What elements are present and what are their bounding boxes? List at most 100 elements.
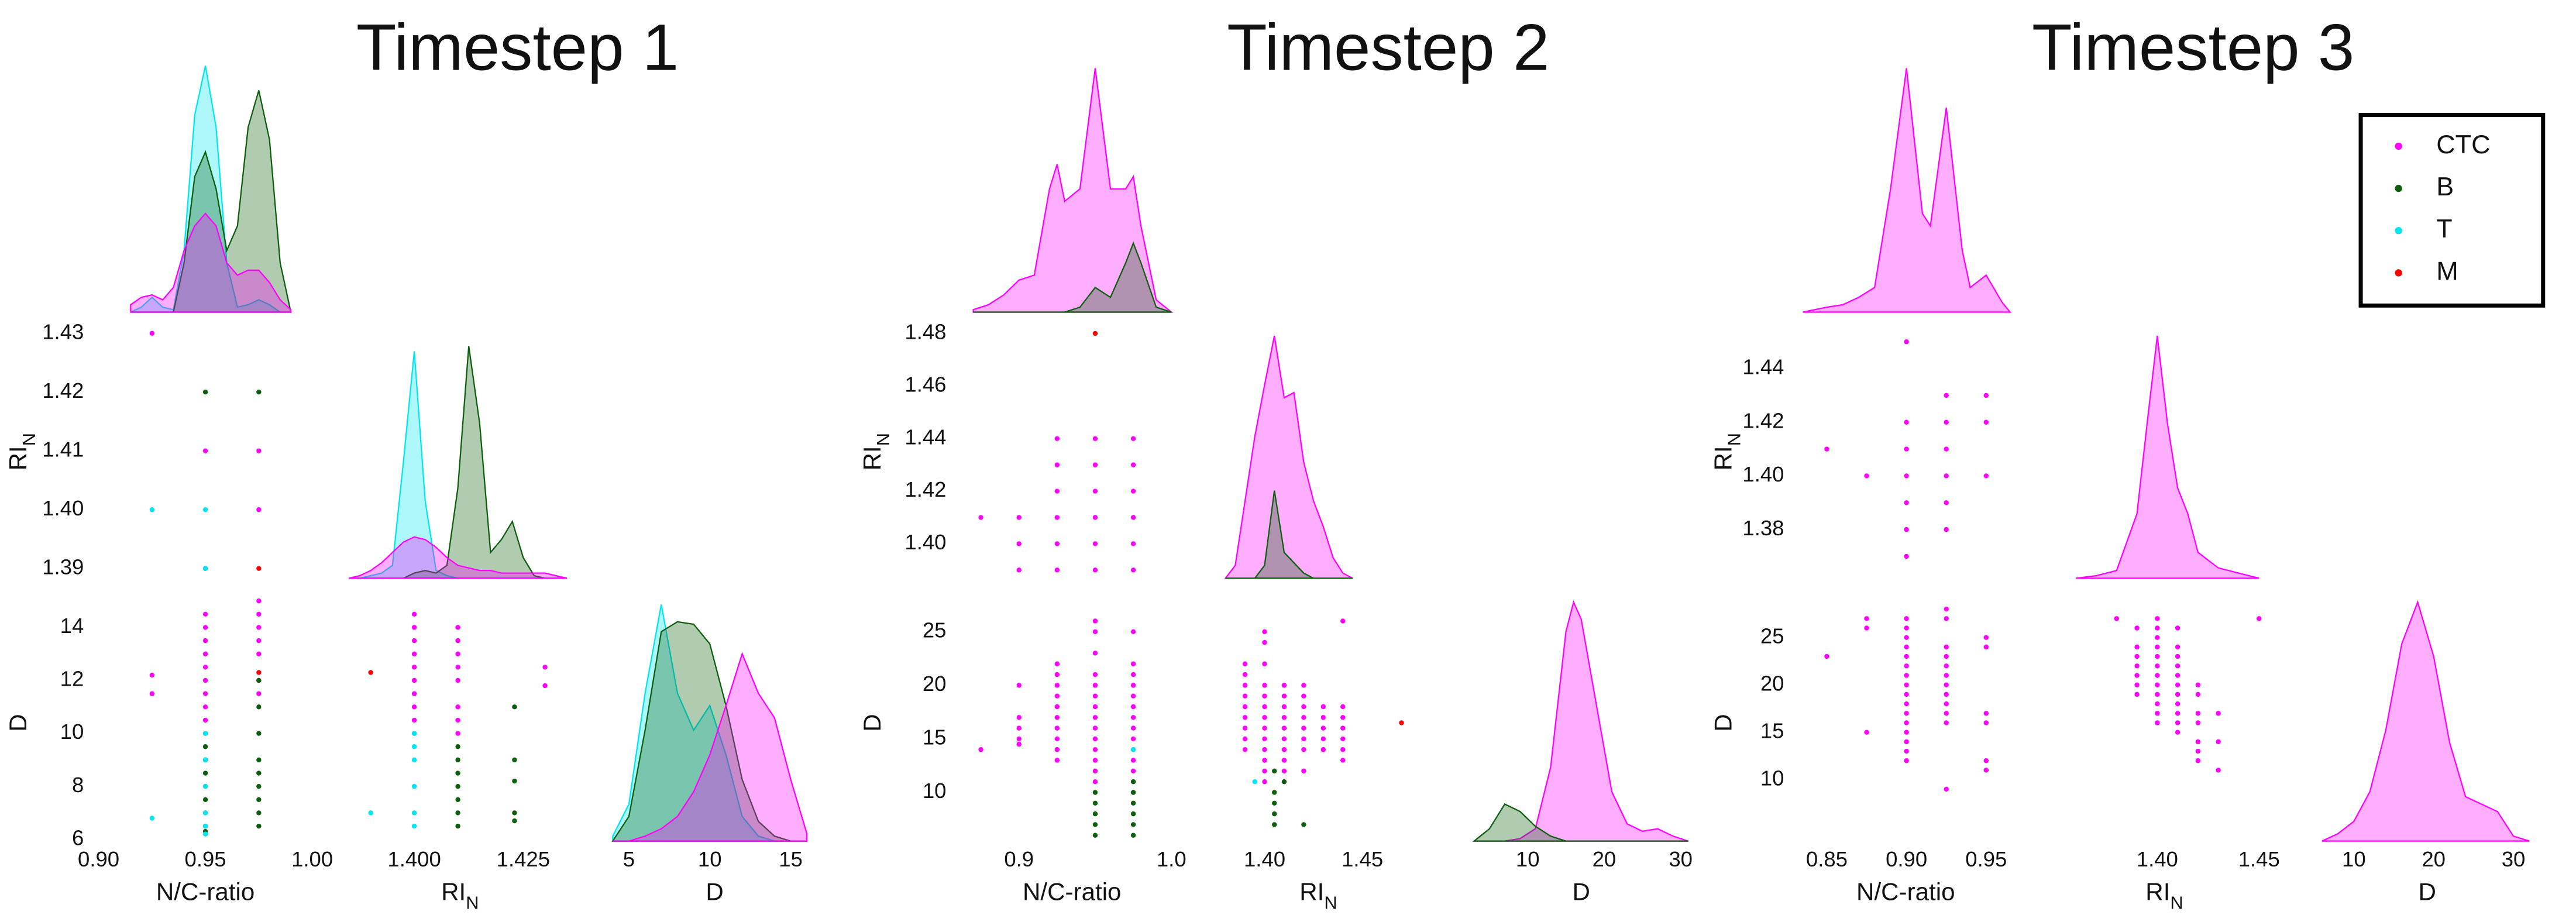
scatter-point — [455, 677, 460, 683]
scatter-point — [2216, 739, 2221, 745]
y-tick-label: 1.44 — [904, 425, 946, 449]
scatter-point — [1944, 682, 1949, 687]
scatter-point — [1054, 541, 1060, 546]
y-tick-label: 8 — [72, 773, 84, 797]
y-tick-label: 1.42 — [1742, 408, 1784, 432]
scatter-point — [202, 638, 208, 644]
scatter-point — [2155, 625, 2160, 631]
scatter-point — [1301, 768, 1306, 774]
scatter-point — [1130, 790, 1136, 795]
x-axis-label: N/C-ratio — [1023, 878, 1121, 906]
scatter-point — [1983, 419, 1989, 425]
scatter-point — [2155, 616, 2160, 621]
scatter-point — [1092, 693, 1098, 699]
y-tick-label: 1.41 — [42, 437, 84, 461]
scatter-point — [2155, 673, 2160, 678]
scatter-point — [2195, 739, 2201, 745]
scatter-point — [2175, 653, 2181, 659]
scatter-point — [411, 638, 417, 644]
scatter-point — [1983, 393, 1989, 398]
scatter-point — [1130, 489, 1136, 494]
y-axis-label: RIN — [1710, 433, 1745, 470]
scatter-point — [1864, 616, 1869, 621]
scatter-point — [1130, 747, 1136, 752]
scatter-point — [411, 691, 417, 696]
scatter-point — [1904, 553, 1909, 559]
kde-area — [1474, 600, 1689, 842]
kde-area — [613, 652, 808, 842]
scatter-point — [202, 717, 208, 723]
scatter-point — [1301, 736, 1306, 742]
scatter-point — [149, 331, 155, 336]
scatter-point — [1944, 527, 1949, 532]
scatter-point — [1130, 436, 1136, 441]
chart-title: Timestep 1 — [356, 11, 679, 84]
x-tick-label: 15 — [779, 847, 803, 871]
y-axis-label-sub: N — [18, 433, 39, 446]
scatter-point — [256, 797, 262, 803]
scatter-point — [1130, 629, 1136, 635]
scatter-point — [1016, 725, 1022, 731]
chart-title: Timestep 3 — [2032, 11, 2354, 84]
scatter-point — [1944, 606, 1949, 612]
scatter-point — [256, 611, 262, 617]
x-tick-label: 0.95 — [1965, 847, 2007, 871]
scatter-point — [1340, 758, 1346, 763]
scatter-point — [256, 638, 262, 644]
scatter-point — [411, 625, 417, 630]
y-tick-label: 20 — [923, 672, 947, 696]
scatter-point — [1301, 822, 1306, 827]
scatter-point — [1904, 616, 1909, 621]
scatter-point — [2155, 720, 2160, 725]
scatter-point — [1130, 693, 1136, 699]
scatter-point — [1092, 331, 1098, 336]
scatter-point — [411, 810, 417, 816]
scatter-point — [202, 810, 208, 816]
scatter-point — [542, 683, 548, 689]
x-tick-label: 30 — [1669, 847, 1693, 871]
scatter-point — [1092, 779, 1098, 785]
scatter-point — [1944, 711, 1949, 716]
scatter-point — [1054, 515, 1060, 520]
scatter-point — [411, 757, 417, 763]
scatter-point — [1301, 715, 1306, 720]
y-tick-label: 1.40 — [42, 496, 84, 520]
scatter-point — [1904, 673, 1909, 678]
scatter-point — [202, 651, 208, 656]
scatter-point — [411, 611, 417, 617]
scatter-point — [202, 704, 208, 710]
scatter-point — [512, 757, 517, 763]
scatter-point — [256, 625, 262, 630]
scatter-point — [1242, 704, 1248, 710]
scatter-point — [411, 651, 417, 656]
scatter-point — [202, 677, 208, 683]
scatter-point — [455, 757, 460, 763]
x-axis-label-sub: N — [1324, 892, 1337, 913]
scatter-point — [1904, 682, 1909, 687]
scatter-point — [455, 625, 460, 630]
x-tick-label: 0.90 — [78, 847, 119, 871]
scatter-point — [1242, 725, 1248, 731]
y-axis-label: D — [4, 714, 32, 731]
scatter-point — [2216, 711, 2221, 716]
scatter-point — [1320, 715, 1326, 720]
scatter-point — [202, 783, 208, 789]
x-axis-label: D — [1572, 878, 1590, 906]
x-tick-label: 0.95 — [185, 847, 226, 871]
scatter-point — [256, 823, 262, 829]
scatter-point — [202, 611, 208, 617]
pairplot: Timestep 2 0.9 1.0 1.40 1.45 10 20 30 1.48 1.46 1.… — [904, 11, 1693, 871]
scatter-point — [256, 670, 262, 675]
scatter-point — [2195, 711, 2201, 716]
x-tick-label: 10 — [1516, 847, 1540, 871]
y-tick-label: 12 — [60, 667, 84, 691]
scatter-point — [1983, 758, 1989, 763]
scatter-point — [1944, 720, 1949, 725]
kde-area — [2322, 600, 2530, 842]
kde-area — [1472, 803, 1688, 842]
y-tick-label: 1.44 — [1742, 355, 1784, 379]
scatter-point — [202, 797, 208, 803]
scatter-point — [256, 598, 262, 604]
scatter-point — [1824, 653, 1829, 659]
scatter-point — [1399, 720, 1404, 725]
